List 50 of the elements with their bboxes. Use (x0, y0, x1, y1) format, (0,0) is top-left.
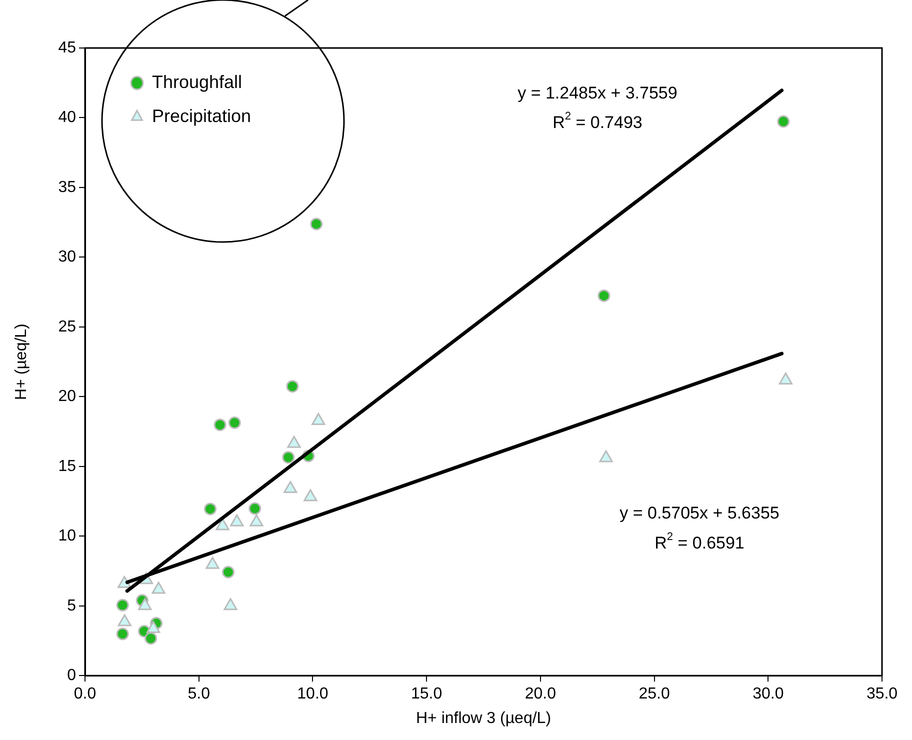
point (250, 514, 264, 526)
point (286, 380, 299, 393)
point (146, 620, 160, 633)
y-tick-label: 0 (67, 667, 76, 684)
x-tick-label: 25.0 (638, 686, 670, 703)
x-tick-label: 15.0 (411, 686, 442, 703)
point (287, 436, 301, 448)
point (598, 289, 610, 302)
y-tick-label: 25 (58, 318, 76, 336)
point (248, 502, 262, 515)
y-tick-label: 5 (67, 597, 76, 614)
point (204, 502, 216, 516)
y-tick-label: 15 (58, 458, 76, 475)
point (304, 489, 318, 502)
point (778, 372, 792, 384)
point (284, 480, 298, 493)
y-tick-label: 35 (58, 178, 76, 196)
x-tick-label: 5.0 (188, 686, 210, 703)
x-axis-title: H+ inflow 3 (µeq/L) (416, 710, 552, 727)
x-tick-label: 20.0 (524, 686, 556, 703)
x-tick-label: 30.0 (752, 686, 784, 703)
legend-label: Throughfall (152, 72, 242, 92)
point (230, 514, 244, 526)
point (116, 598, 129, 612)
point (118, 614, 132, 626)
point (228, 416, 241, 429)
point (282, 451, 295, 464)
point (599, 450, 613, 462)
x-tick-label: 0.0 (74, 686, 96, 703)
point (777, 115, 790, 128)
annotation: y = 0.5705x + 5.6355 (620, 503, 780, 522)
y-tick-label: 30 (58, 248, 76, 266)
point (214, 418, 226, 432)
point (310, 218, 323, 230)
x-tick-label: 35.0 (866, 686, 898, 703)
point (222, 566, 234, 578)
y-tick-label: 45 (58, 39, 76, 56)
y-tick-label: 10 (58, 528, 76, 545)
y-tick-label: 40 (58, 109, 76, 126)
point (152, 582, 166, 594)
annotation: y = 1.2485x + 3.7559 (518, 84, 678, 102)
legend-label: Precipitation (152, 106, 252, 126)
x-tick-label: 10.0 (297, 686, 328, 703)
point (312, 413, 326, 426)
y-axis-title: H+ (µeq/L) (13, 324, 30, 400)
point (138, 598, 152, 610)
point (206, 556, 220, 569)
y-tick-label: 20 (58, 388, 76, 406)
point (216, 518, 230, 530)
point (224, 598, 238, 610)
